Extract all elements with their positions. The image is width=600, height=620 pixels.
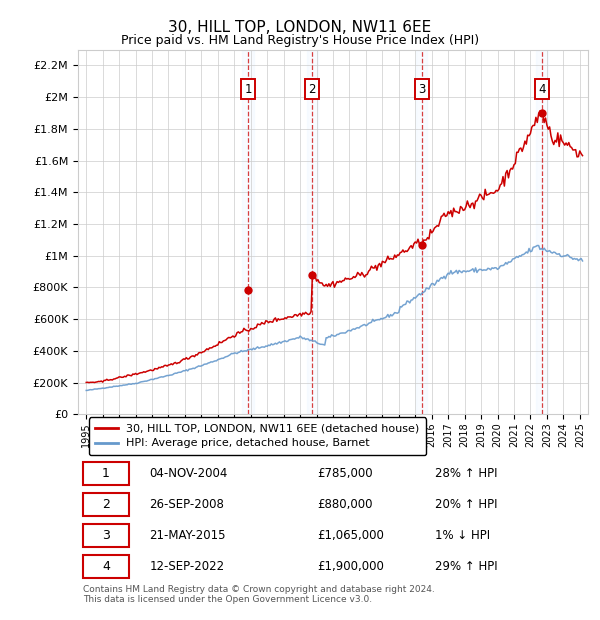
Text: 12-SEP-2022: 12-SEP-2022 <box>149 560 224 573</box>
Text: 21-MAY-2015: 21-MAY-2015 <box>149 529 226 542</box>
Bar <box>416 50 427 414</box>
Text: £880,000: £880,000 <box>318 498 373 511</box>
Text: 3: 3 <box>102 529 110 542</box>
Text: 1: 1 <box>102 467 110 480</box>
Text: 30, HILL TOP, LONDON, NW11 6EE: 30, HILL TOP, LONDON, NW11 6EE <box>169 20 431 35</box>
Text: 04-NOV-2004: 04-NOV-2004 <box>149 467 228 480</box>
Text: £1,900,000: £1,900,000 <box>318 560 385 573</box>
Text: 4: 4 <box>538 82 545 95</box>
Text: 29% ↑ HPI: 29% ↑ HPI <box>435 560 497 573</box>
Bar <box>242 50 254 414</box>
Text: 28% ↑ HPI: 28% ↑ HPI <box>435 467 497 480</box>
Bar <box>307 50 318 414</box>
Text: £785,000: £785,000 <box>318 467 373 480</box>
Text: Contains HM Land Registry data © Crown copyright and database right 2024.
This d: Contains HM Land Registry data © Crown c… <box>83 585 435 604</box>
Text: 2: 2 <box>102 498 110 511</box>
Text: 3: 3 <box>418 82 425 95</box>
FancyBboxPatch shape <box>83 525 129 547</box>
Text: £1,065,000: £1,065,000 <box>318 529 385 542</box>
Text: 2: 2 <box>308 82 316 95</box>
Text: Price paid vs. HM Land Registry's House Price Index (HPI): Price paid vs. HM Land Registry's House … <box>121 34 479 46</box>
FancyBboxPatch shape <box>83 494 129 516</box>
Bar <box>536 50 548 414</box>
Text: 4: 4 <box>102 560 110 573</box>
Text: 20% ↑ HPI: 20% ↑ HPI <box>435 498 497 511</box>
Text: 1% ↓ HPI: 1% ↓ HPI <box>435 529 490 542</box>
FancyBboxPatch shape <box>83 463 129 485</box>
Text: 1: 1 <box>244 82 252 95</box>
Legend: 30, HILL TOP, LONDON, NW11 6EE (detached house), HPI: Average price, detached ho: 30, HILL TOP, LONDON, NW11 6EE (detached… <box>89 417 427 455</box>
Text: 26-SEP-2008: 26-SEP-2008 <box>149 498 224 511</box>
FancyBboxPatch shape <box>83 556 129 578</box>
